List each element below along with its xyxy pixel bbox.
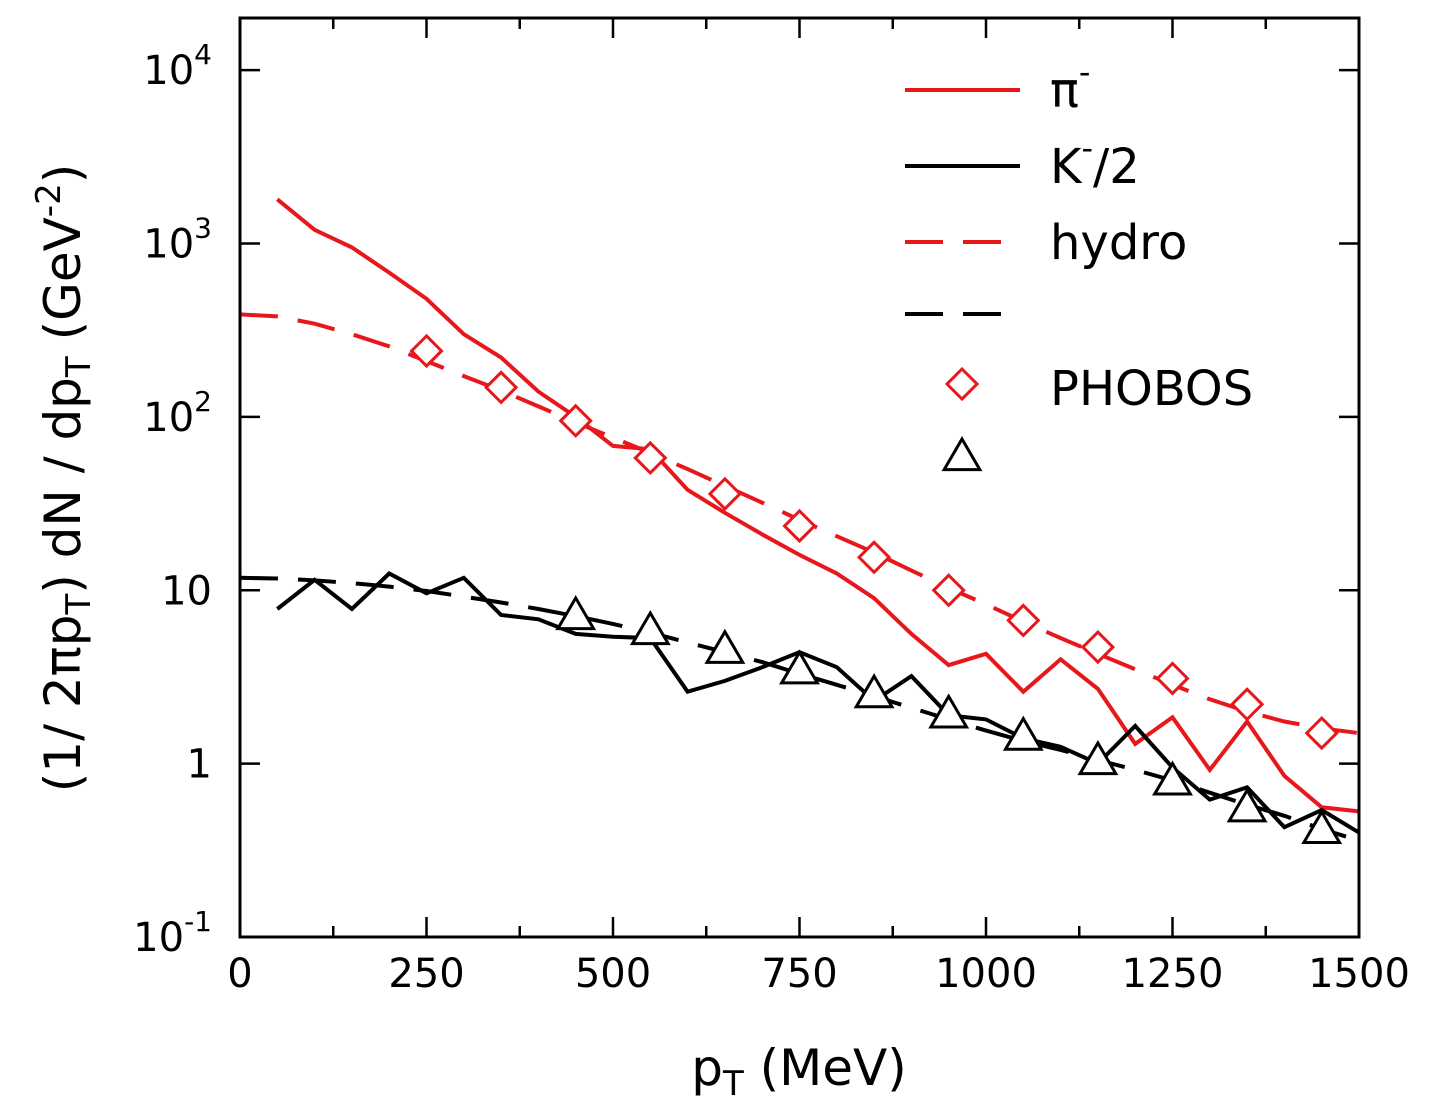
pi-phobos-marker <box>409 333 444 369</box>
pi-phobos-marker <box>931 573 966 608</box>
x-tick-label: 250 <box>388 951 464 997</box>
legend-label-pi-phobos: PHOBOS <box>1050 361 1253 417</box>
k-phobos-marker <box>1152 760 1193 796</box>
k-phobos-marker <box>1301 808 1343 845</box>
pi-phobos-marker <box>1155 661 1190 696</box>
k-phobos-marker <box>779 649 820 685</box>
pi-phobos-marker <box>558 403 593 438</box>
legend-label-pi-model: π- <box>1050 53 1090 119</box>
x-tick-label: 750 <box>761 951 837 997</box>
k-phobos-marker <box>629 610 671 646</box>
pi-phobos-marker <box>483 370 519 405</box>
k-hydro-line <box>239 575 1360 843</box>
y-tick-label: 1 <box>187 742 212 788</box>
pi-phobos-marker <box>1229 687 1265 722</box>
k-phobos-marker <box>555 595 597 631</box>
x-axis-title: pT (MeV) <box>691 1039 907 1104</box>
pi-phobos-marker <box>782 508 817 544</box>
legend-swatch-k-phobos <box>941 436 983 472</box>
x-tick-label: 0 <box>227 951 252 997</box>
k-phobos-marker <box>704 628 746 664</box>
k-model-line <box>276 571 1361 835</box>
k-phobos-marker <box>928 693 970 729</box>
y-tick-label: 10-1 <box>133 905 212 961</box>
pi-phobos-marker <box>1304 715 1339 751</box>
axis-layer: 0 250 500 750 1000 1250 1500 10-1 1 10 102 103 104 <box>133 18 1410 997</box>
y-tick-label: 102 <box>143 385 212 441</box>
x-tick-label: 500 <box>575 951 651 997</box>
k-phobos-marker <box>1002 715 1044 751</box>
x-tick-label: 1500 <box>1308 951 1410 997</box>
x-tick-label: 1000 <box>935 951 1037 997</box>
pi-phobos-marker <box>1006 603 1041 638</box>
marker-layer <box>409 333 1343 845</box>
legend-swatch-pi-phobos <box>944 366 980 402</box>
pi-model-line <box>276 197 1360 814</box>
pi-phobos-marker <box>633 440 668 476</box>
y-tick-label: 10 <box>161 568 212 614</box>
k-phobos-marker <box>1226 787 1268 823</box>
legend-label-pi-hydro: hydro <box>1050 215 1187 271</box>
y-axis-title: (1/ 2πpT) dN / dpT (GeV-2) <box>29 164 99 792</box>
y-tick-label: 104 <box>143 38 212 94</box>
legend-label-k-model: K-/2 <box>1050 129 1140 195</box>
k-phobos-marker <box>1077 739 1119 776</box>
pi-phobos-marker <box>707 476 743 511</box>
legend: π- K-/2 hydro PHOBOS <box>905 53 1253 472</box>
k-phobos-marker <box>853 673 895 709</box>
x-tick-label: 1250 <box>1122 951 1224 997</box>
y-tick-label: 103 <box>143 212 212 268</box>
pi-phobos-marker <box>1080 629 1116 665</box>
plot-frame <box>238 16 1361 939</box>
pi-phobos-marker <box>856 540 892 575</box>
